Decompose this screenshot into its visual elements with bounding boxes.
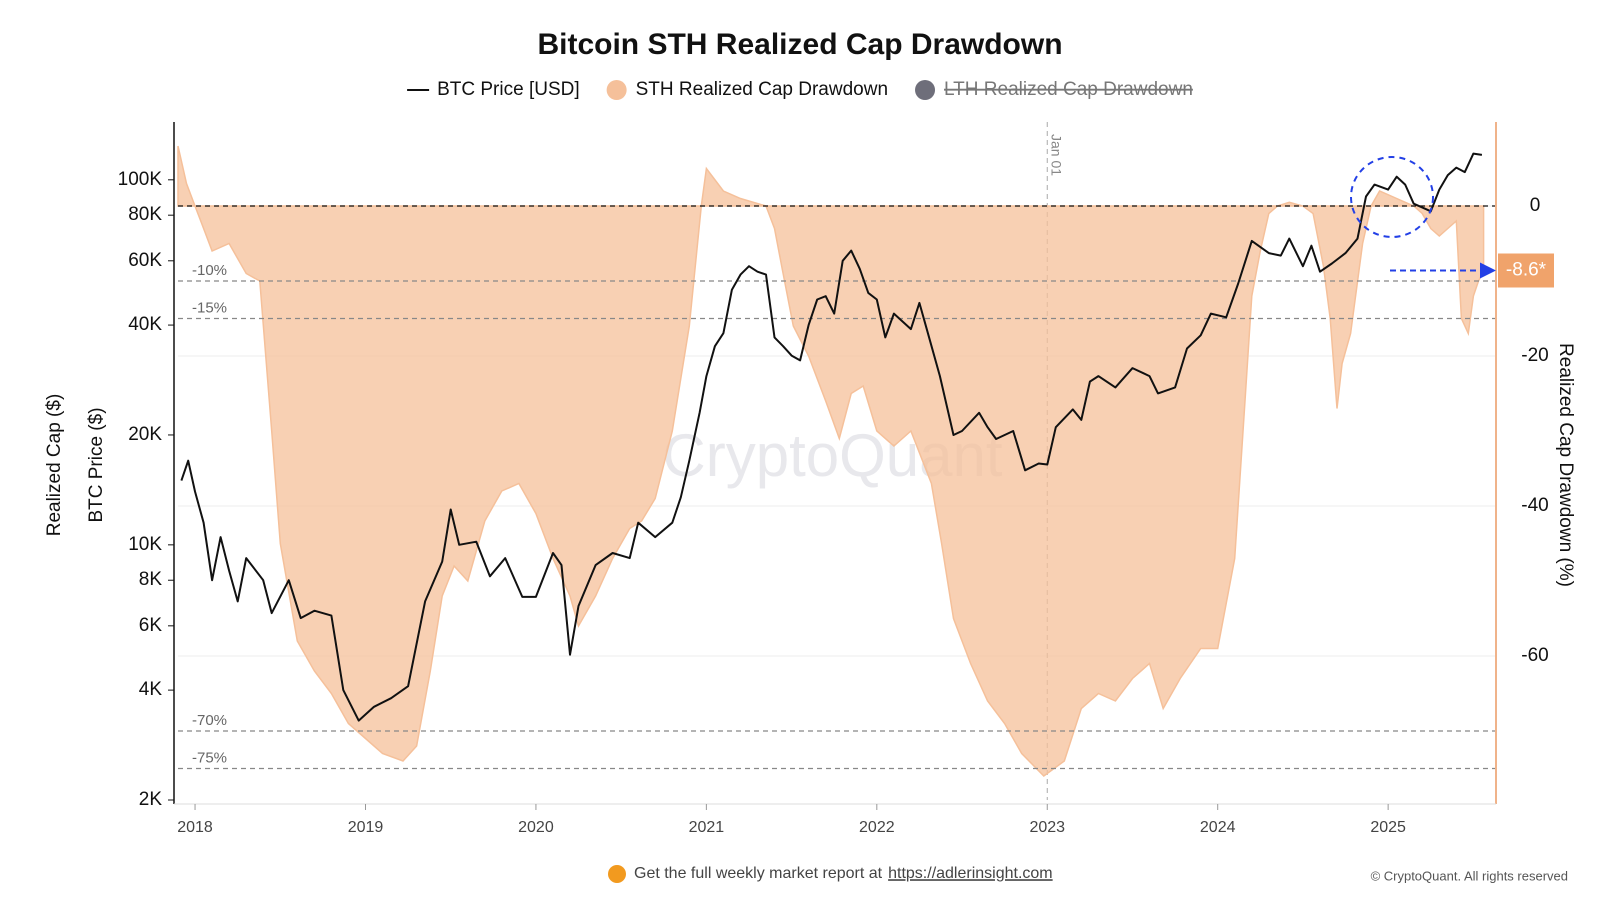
y-tick-label: 20K (128, 424, 162, 445)
y2-tick-label: -60 (1521, 645, 1548, 666)
footer-text: Get the full weekly market report at (634, 865, 883, 882)
x-tick-label: 2025 (1370, 819, 1406, 836)
y2-tick-label: -40 (1521, 495, 1548, 516)
chart-title: Bitcoin STH Realized Cap Drawdown (537, 28, 1062, 61)
y-tick-label: 10K (128, 534, 162, 555)
y2-axis-label: Realized Cap Drawdown (%) (1555, 343, 1576, 587)
y2-tick-label: -20 (1521, 345, 1548, 366)
y2-tick-label: 0 (1530, 195, 1541, 216)
y-tick-label: 60K (128, 250, 162, 271)
y-tick-label: 40K (128, 314, 162, 335)
x-tick-label: 2021 (689, 819, 725, 836)
y-tick-label: 4K (139, 679, 163, 700)
legend-swatch (606, 80, 627, 100)
x-tick-label: 2022 (859, 819, 895, 836)
footer-link[interactable]: https://adlerinsight.com (888, 865, 1053, 882)
y-tick-label: 2K (139, 789, 163, 810)
legend-label: LTH Realized Cap Drawdown (944, 79, 1193, 100)
vertical-marker-label: Jan 01 (1049, 134, 1065, 176)
reference-label: -15% (192, 299, 227, 316)
highlight-circle (1350, 156, 1434, 238)
legend-label: BTC Price [USD] (437, 79, 580, 100)
legend-label: STH Realized Cap Drawdown (636, 79, 888, 100)
y-axis-label: Realized Cap ($) (44, 394, 65, 537)
x-tick-label: 2024 (1200, 819, 1236, 836)
y-axis-label: BTC Price ($) (86, 407, 107, 522)
legend-item: BTC Price [USD] (407, 79, 580, 100)
x-tick-label: 2020 (518, 819, 554, 836)
current-value-box (1498, 253, 1554, 288)
legend-swatch (915, 80, 936, 100)
legend-item: STH Realized Cap Drawdown (606, 79, 888, 100)
y-tick-label: 80K (128, 204, 162, 225)
x-tick-label: 2023 (1029, 819, 1065, 836)
x-tick-label: 2019 (348, 819, 384, 836)
price-line (180, 152, 1483, 722)
legend: BTC Price [USD] STH Realized Cap Drawdown… (407, 79, 1193, 100)
legend-item: LTH Realized Cap Drawdown (915, 79, 1193, 100)
y-tick-label: 6K (139, 615, 163, 636)
y-tick-label: 100K (118, 169, 163, 190)
y-tick-label: 8K (139, 569, 163, 590)
reference-label: -70% (192, 712, 227, 729)
current-value-label: -8.6* (1506, 260, 1547, 281)
x-tick-label: 2018 (177, 819, 213, 836)
footer-icon (608, 865, 626, 883)
copyright: © CryptoQuant. All rights reserved (1371, 868, 1568, 883)
reference-label: -10% (192, 262, 227, 279)
reference-label: -75% (192, 749, 227, 766)
